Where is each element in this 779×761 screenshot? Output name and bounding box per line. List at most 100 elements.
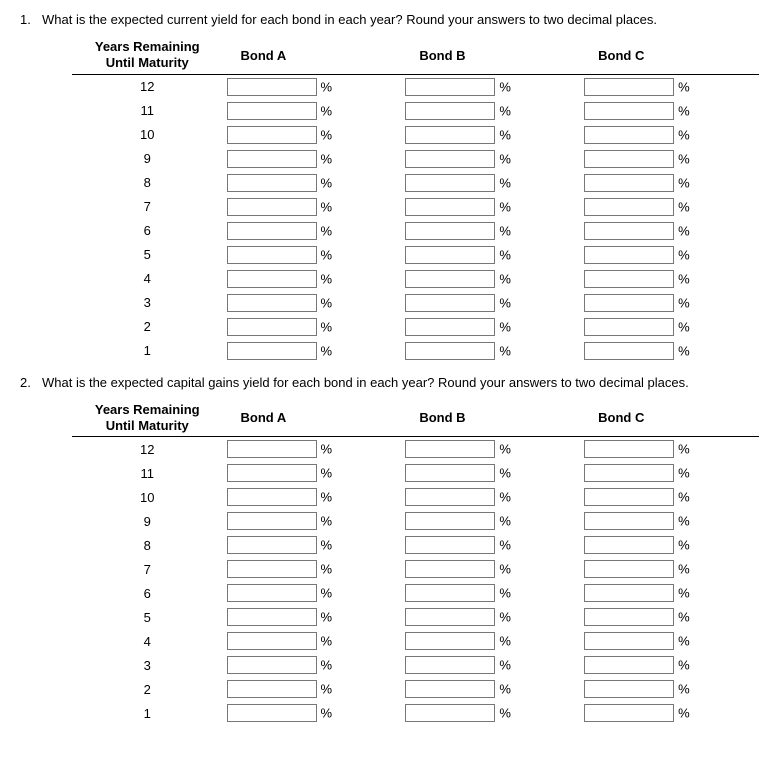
yield-input-bond-a[interactable] xyxy=(227,246,317,264)
input-cell-bond-a: % xyxy=(223,219,402,243)
yield-input-bond-b[interactable] xyxy=(405,102,495,120)
yield-input-bond-a[interactable] xyxy=(227,704,317,722)
yield-input-bond-a[interactable] xyxy=(227,78,317,96)
yield-input-bond-c[interactable] xyxy=(584,222,674,240)
yield-input-bond-b[interactable] xyxy=(405,632,495,650)
yield-input-bond-b[interactable] xyxy=(405,270,495,288)
yield-input-bond-a[interactable] xyxy=(227,680,317,698)
percent-label: % xyxy=(499,295,511,310)
yield-input-bond-c[interactable] xyxy=(584,632,674,650)
yield-input-bond-c[interactable] xyxy=(584,126,674,144)
percent-label: % xyxy=(321,151,333,166)
yield-input-bond-b[interactable] xyxy=(405,150,495,168)
yield-input-bond-b[interactable] xyxy=(405,464,495,482)
yield-input-bond-a[interactable] xyxy=(227,174,317,192)
yield-input-bond-a[interactable] xyxy=(227,488,317,506)
yield-input-bond-b[interactable] xyxy=(405,294,495,312)
yield-input-bond-b[interactable] xyxy=(405,126,495,144)
yield-input-bond-c[interactable] xyxy=(584,560,674,578)
yield-input-bond-b[interactable] xyxy=(405,536,495,554)
yield-input-bond-b[interactable] xyxy=(405,246,495,264)
table-row: 9%%% xyxy=(72,509,759,533)
yield-input-bond-a[interactable] xyxy=(227,656,317,674)
yield-input-bond-c[interactable] xyxy=(584,342,674,360)
yield-input-bond-c[interactable] xyxy=(584,78,674,96)
yield-input-bond-a[interactable] xyxy=(227,318,317,336)
yield-input-bond-c[interactable] xyxy=(584,608,674,626)
yield-input-bond-b[interactable] xyxy=(405,608,495,626)
table-row: 2%%% xyxy=(72,315,759,339)
yield-input-bond-b[interactable] xyxy=(405,512,495,530)
yield-input-bond-c[interactable] xyxy=(584,318,674,336)
yield-input-bond-a[interactable] xyxy=(227,464,317,482)
yield-input-bond-c[interactable] xyxy=(584,488,674,506)
years-cell: 1 xyxy=(72,339,223,363)
yield-input-bond-a[interactable] xyxy=(227,440,317,458)
yield-input-bond-b[interactable] xyxy=(405,440,495,458)
yield-input-bond-c[interactable] xyxy=(584,536,674,554)
percent-label: % xyxy=(321,634,333,649)
percent-label: % xyxy=(499,223,511,238)
yield-input-bond-a[interactable] xyxy=(227,560,317,578)
years-cell: 5 xyxy=(72,605,223,629)
yield-input-bond-b[interactable] xyxy=(405,318,495,336)
question-text: What is the expected current yield for e… xyxy=(42,12,657,27)
yield-input-bond-b[interactable] xyxy=(405,488,495,506)
years-cell: 2 xyxy=(72,315,223,339)
yield-input-bond-b[interactable] xyxy=(405,174,495,192)
yield-input-bond-b[interactable] xyxy=(405,584,495,602)
yield-input-bond-a[interactable] xyxy=(227,270,317,288)
input-cell-bond-b: % xyxy=(401,315,580,339)
yield-input-bond-c[interactable] xyxy=(584,584,674,602)
percent-label: % xyxy=(321,514,333,529)
yield-input-bond-c[interactable] xyxy=(584,198,674,216)
yield-input-bond-c[interactable] xyxy=(584,174,674,192)
yield-input-bond-b[interactable] xyxy=(405,222,495,240)
input-cell-bond-a: % xyxy=(223,629,402,653)
yield-input-bond-a[interactable] xyxy=(227,608,317,626)
yield-input-bond-a[interactable] xyxy=(227,294,317,312)
yield-input-bond-a[interactable] xyxy=(227,198,317,216)
input-cell-bond-c: % xyxy=(580,99,759,123)
table-row: 3%%% xyxy=(72,653,759,677)
yield-input-bond-c[interactable] xyxy=(584,440,674,458)
yield-input-bond-c[interactable] xyxy=(584,656,674,674)
yield-input-bond-b[interactable] xyxy=(405,342,495,360)
input-cell-bond-c: % xyxy=(580,339,759,363)
yield-input-bond-c[interactable] xyxy=(584,464,674,482)
input-cell-bond-c: % xyxy=(580,605,759,629)
yield-input-bond-b[interactable] xyxy=(405,680,495,698)
yield-input-bond-c[interactable] xyxy=(584,246,674,264)
yield-input-bond-c[interactable] xyxy=(584,704,674,722)
col-header-years: Years RemainingUntil Maturity xyxy=(72,400,223,437)
table-row: 5%%% xyxy=(72,243,759,267)
yield-input-bond-a[interactable] xyxy=(227,342,317,360)
percent-label: % xyxy=(321,199,333,214)
yield-input-bond-c[interactable] xyxy=(584,512,674,530)
yield-input-bond-c[interactable] xyxy=(584,294,674,312)
yield-input-bond-a[interactable] xyxy=(227,126,317,144)
yield-input-bond-a[interactable] xyxy=(227,150,317,168)
yield-input-bond-a[interactable] xyxy=(227,536,317,554)
yield-input-bond-a[interactable] xyxy=(227,584,317,602)
yield-input-bond-c[interactable] xyxy=(584,102,674,120)
yield-input-bond-c[interactable] xyxy=(584,270,674,288)
yield-input-bond-b[interactable] xyxy=(405,78,495,96)
yield-input-bond-b[interactable] xyxy=(405,560,495,578)
input-cell-bond-c: % xyxy=(580,267,759,291)
yield-input-bond-b[interactable] xyxy=(405,704,495,722)
yield-input-bond-b[interactable] xyxy=(405,656,495,674)
input-cell-bond-a: % xyxy=(223,195,402,219)
table-row: 11%%% xyxy=(72,461,759,485)
yield-input-bond-c[interactable] xyxy=(584,150,674,168)
yield-input-bond-a[interactable] xyxy=(227,632,317,650)
percent-label: % xyxy=(499,343,511,358)
col-header-years-line1: Years Remaining xyxy=(80,402,215,418)
question-text-line: 2.What is the expected capital gains yie… xyxy=(20,375,759,390)
yield-input-bond-c[interactable] xyxy=(584,680,674,698)
yield-input-bond-a[interactable] xyxy=(227,102,317,120)
yield-input-bond-a[interactable] xyxy=(227,512,317,530)
yield-input-bond-a[interactable] xyxy=(227,222,317,240)
percent-label: % xyxy=(678,586,690,601)
yield-input-bond-b[interactable] xyxy=(405,198,495,216)
